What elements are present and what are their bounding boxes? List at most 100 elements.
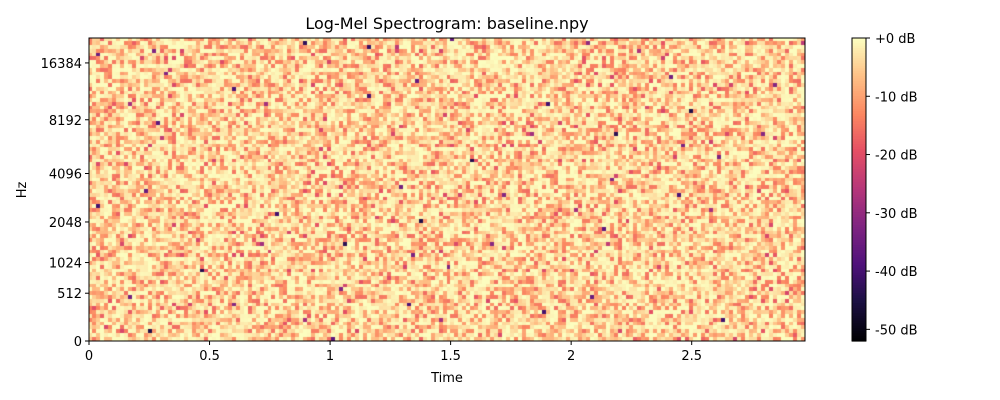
- colorbar-segment: [852, 270, 866, 274]
- colorbar-segment: [852, 325, 866, 329]
- colorbar-segment: [852, 287, 866, 292]
- colorbar-segment: [852, 159, 866, 163]
- colorbar-segment: [852, 60, 866, 64]
- colorbar-segment: [852, 141, 866, 145]
- colorbar-segment: [852, 192, 866, 196]
- colorbar-segment: [852, 63, 866, 67]
- colorbar-segment: [852, 227, 866, 231]
- colorbar-segment: [852, 320, 866, 324]
- colorbar-segment: [852, 184, 866, 188]
- y-tick-label: 1024: [49, 257, 82, 272]
- colorbar-segment: [852, 290, 866, 294]
- colorbar-segment: [852, 43, 866, 47]
- colorbar-tick-label: -50 dB: [875, 323, 918, 338]
- y-tick-label: 16384: [41, 57, 82, 72]
- colorbar-segment: [852, 78, 866, 82]
- colorbar-segment: [852, 219, 866, 223]
- colorbar-segment: [852, 257, 866, 261]
- colorbar-segment: [852, 144, 866, 148]
- colorbar-segment: [852, 335, 866, 340]
- colorbar-segment: [852, 202, 866, 206]
- colorbar-segment: [852, 126, 866, 130]
- colorbar-segment: [852, 169, 866, 173]
- heatmap-image: [89, 38, 805, 341]
- y-axis-label: Hz: [15, 182, 30, 199]
- colorbar-segment: [852, 214, 866, 218]
- y-tick-label: 0: [74, 335, 82, 350]
- colorbar-segment: [852, 68, 866, 72]
- colorbar-segment: [852, 328, 866, 332]
- colorbar-segment: [852, 111, 866, 115]
- colorbar-segment: [852, 101, 866, 105]
- colorbar-segment: [852, 75, 866, 79]
- colorbar-segment: [852, 38, 866, 42]
- colorbar-segment: [852, 156, 866, 160]
- colorbar-segment: [852, 240, 866, 244]
- colorbar-segment: [852, 217, 866, 221]
- colorbar-segment: [852, 323, 866, 327]
- colorbar-segment: [852, 282, 866, 287]
- colorbar-segment: [852, 55, 866, 59]
- colorbar-segment: [852, 197, 866, 201]
- colorbar-segment: [852, 237, 866, 241]
- colorbar-segment: [852, 128, 866, 133]
- colorbar-segment: [852, 280, 866, 284]
- colorbar-segment: [852, 179, 866, 183]
- colorbar-segment: [852, 88, 866, 92]
- colorbar-segment: [852, 265, 866, 269]
- chart-title: Log-Mel Spectrogram: baseline.npy: [305, 14, 588, 33]
- colorbar-segment: [852, 300, 866, 304]
- colorbar-segment: [852, 262, 866, 266]
- colorbar-segment: [852, 133, 866, 138]
- colorbar-segment: [852, 275, 866, 279]
- colorbar-segment: [852, 164, 866, 168]
- colorbar-tick-label: -30 dB: [875, 207, 918, 222]
- colorbar-segment: [852, 65, 866, 69]
- colorbar-segment: [852, 313, 866, 317]
- colorbar-tick-label: -20 dB: [875, 149, 918, 164]
- colorbar-segment: [852, 199, 866, 203]
- colorbar-segment: [852, 318, 866, 322]
- colorbar-segment: [852, 234, 866, 239]
- colorbar-segment: [852, 154, 866, 158]
- colorbar-segment: [852, 108, 866, 112]
- colorbar-segment: [852, 252, 866, 256]
- colorbar-segment: [852, 113, 866, 117]
- colorbar-segment: [852, 232, 866, 236]
- colorbar-segment: [852, 136, 866, 140]
- colorbar-segment: [852, 118, 866, 122]
- colorbar-segment: [852, 98, 866, 102]
- colorbar-segment: [852, 186, 866, 191]
- colorbar-segment: [852, 91, 866, 95]
- x-tick-label: 1.5: [440, 349, 461, 364]
- colorbar-segment: [852, 189, 866, 193]
- colorbar-segment: [852, 58, 866, 62]
- colorbar-segment: [852, 131, 866, 135]
- x-tick-label: 1: [326, 349, 334, 364]
- colorbar-segment: [852, 204, 866, 208]
- colorbar-segment: [852, 224, 866, 228]
- colorbar-segment: [852, 212, 866, 216]
- colorbar-segment: [852, 295, 866, 299]
- colorbar-segment: [852, 149, 866, 153]
- y-tick-label: 4096: [49, 167, 82, 182]
- colorbar: +0 dB -10 dB -20 dB -30 dB -40 dB -50 dB: [851, 32, 918, 342]
- colorbar-segment: [852, 229, 866, 234]
- colorbar-segment: [852, 70, 866, 74]
- colorbar-segment: [852, 139, 866, 143]
- heatmap-cells: [89, 38, 805, 341]
- colorbar-tick-label: -10 dB: [875, 90, 918, 105]
- colorbar-segment: [852, 303, 866, 307]
- colorbar-segment: [852, 166, 866, 170]
- colorbar-tick-label: +0 dB: [875, 32, 915, 47]
- x-tick-label: 0.5: [199, 349, 220, 364]
- colorbar-segment: [852, 285, 866, 289]
- colorbar-segment: [852, 176, 866, 180]
- colorbar-segment: [852, 40, 866, 44]
- colorbar-segment: [852, 242, 866, 246]
- colorbar-segment: [852, 267, 866, 271]
- colorbar-segment: [852, 308, 866, 312]
- colorbar-segment: [852, 121, 866, 125]
- colorbar-segment: [852, 209, 866, 213]
- x-axis: 0 0.5 1 1.5 2 2.5: [85, 341, 702, 364]
